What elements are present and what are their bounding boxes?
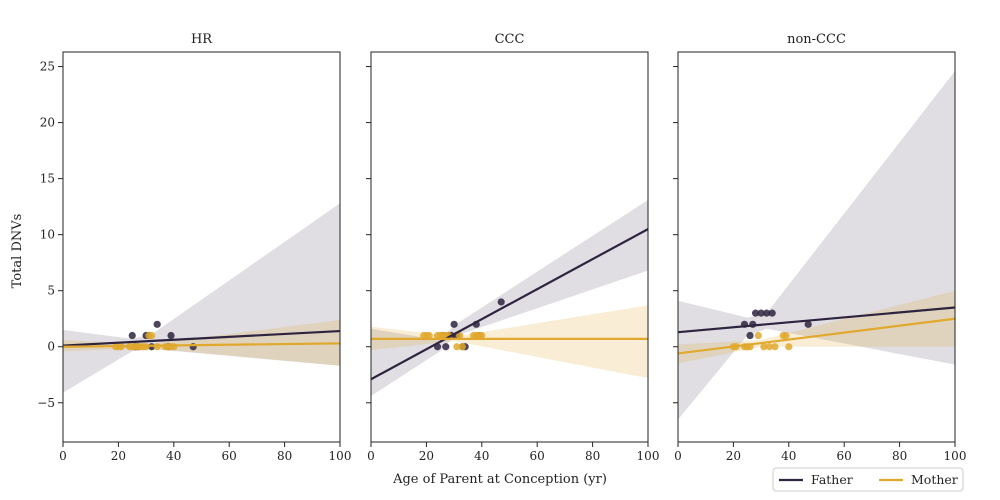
point-father bbox=[768, 309, 776, 317]
legend-frame bbox=[772, 467, 964, 492]
x-tick-label: 100 bbox=[637, 449, 660, 463]
point-father bbox=[442, 343, 450, 351]
x-tick-label: 80 bbox=[277, 449, 292, 463]
point-father bbox=[763, 309, 771, 317]
y-tick-label: 15 bbox=[40, 172, 55, 186]
legend: Father Mother bbox=[772, 467, 964, 492]
x-tick-label: 40 bbox=[781, 449, 796, 463]
point-father bbox=[757, 309, 765, 317]
panel-title: non-CCC bbox=[787, 32, 846, 47]
point-mother bbox=[771, 343, 779, 351]
y-tick-label: 20 bbox=[40, 116, 55, 130]
point-mother bbox=[785, 343, 793, 351]
plot-area bbox=[678, 71, 955, 420]
y-tick-label: −5 bbox=[37, 396, 55, 410]
point-mother bbox=[170, 343, 178, 351]
x-tick-label: 20 bbox=[111, 449, 126, 463]
legend-mother-label: Mother bbox=[911, 472, 958, 487]
point-father bbox=[167, 331, 175, 340]
point-mother bbox=[765, 343, 774, 351]
panel-frame bbox=[677, 51, 956, 443]
y-tick-label: 5 bbox=[47, 284, 55, 298]
point-mother bbox=[782, 331, 790, 340]
panel-title: CCC bbox=[495, 32, 525, 47]
x-tick-label: 80 bbox=[585, 449, 600, 463]
x-tick-label: 0 bbox=[674, 449, 682, 463]
point-mother bbox=[153, 343, 161, 351]
panel-hr: HR 0 20 40 60 80 100 −5 0 5 10 15 20 25 bbox=[37, 32, 351, 463]
ci-band-mother bbox=[63, 319, 340, 366]
y-axis-label: Total DNVs bbox=[10, 214, 25, 289]
x-tick-label: 80 bbox=[892, 449, 907, 463]
point-father bbox=[751, 309, 760, 317]
y-tick-label: 25 bbox=[40, 60, 55, 74]
point-mother bbox=[754, 331, 762, 340]
panels: HR 0 20 40 60 80 100 −5 0 5 10 15 20 25 CCC 0 20 40 60 80 10… bbox=[37, 32, 966, 463]
point-mother bbox=[148, 331, 156, 340]
point-father bbox=[497, 298, 505, 306]
fit-line-father bbox=[371, 228, 648, 381]
point-father bbox=[153, 320, 161, 328]
x-tick-label: 0 bbox=[367, 449, 375, 463]
x-tick-label: 60 bbox=[222, 449, 237, 463]
panel-non-ccc: non-CCC 0 20 40 60 80 100 bbox=[673, 32, 966, 463]
point-father bbox=[804, 320, 812, 328]
panel-title: HR bbox=[191, 32, 213, 47]
point-mother bbox=[456, 331, 464, 340]
ci-band-mother bbox=[371, 305, 648, 379]
panel-ccc: CCC 0 20 40 60 80 100 bbox=[366, 32, 659, 463]
panel-frame bbox=[370, 51, 649, 443]
x-axis-label: Age of Parent at Conception (yr) bbox=[392, 472, 607, 487]
x-tick-label: 60 bbox=[837, 449, 852, 463]
x-tick-label: 60 bbox=[530, 449, 545, 463]
x-tick-label: 20 bbox=[419, 449, 434, 463]
ci-band-father bbox=[63, 203, 340, 393]
x-tick-label: 100 bbox=[944, 449, 967, 463]
plot-area bbox=[63, 203, 340, 393]
ci-band-father bbox=[678, 71, 955, 420]
point-mother bbox=[760, 343, 768, 351]
fit-line-father bbox=[63, 329, 340, 347]
point-mother bbox=[453, 343, 461, 351]
x-tick-label: 40 bbox=[474, 449, 489, 463]
point-father bbox=[450, 320, 458, 328]
x-tick-label: 0 bbox=[59, 449, 67, 463]
fit-line-mother bbox=[63, 342, 340, 348]
x-tick-label: 20 bbox=[726, 449, 741, 463]
point-mother bbox=[425, 331, 433, 340]
fit-line-father bbox=[678, 306, 955, 334]
point-father bbox=[128, 331, 136, 340]
panel-frame bbox=[62, 51, 341, 443]
point-father bbox=[746, 331, 754, 340]
x-tick-label: 40 bbox=[166, 449, 181, 463]
fit-line-mother bbox=[678, 317, 955, 355]
plot-area bbox=[371, 199, 648, 397]
legend-father-label: Father bbox=[811, 472, 853, 487]
point-mother bbox=[478, 331, 486, 340]
point-mother bbox=[458, 343, 467, 351]
y-tick-label: 10 bbox=[40, 228, 55, 242]
x-tick-label: 100 bbox=[329, 449, 352, 463]
y-tick-label: 0 bbox=[47, 340, 55, 354]
